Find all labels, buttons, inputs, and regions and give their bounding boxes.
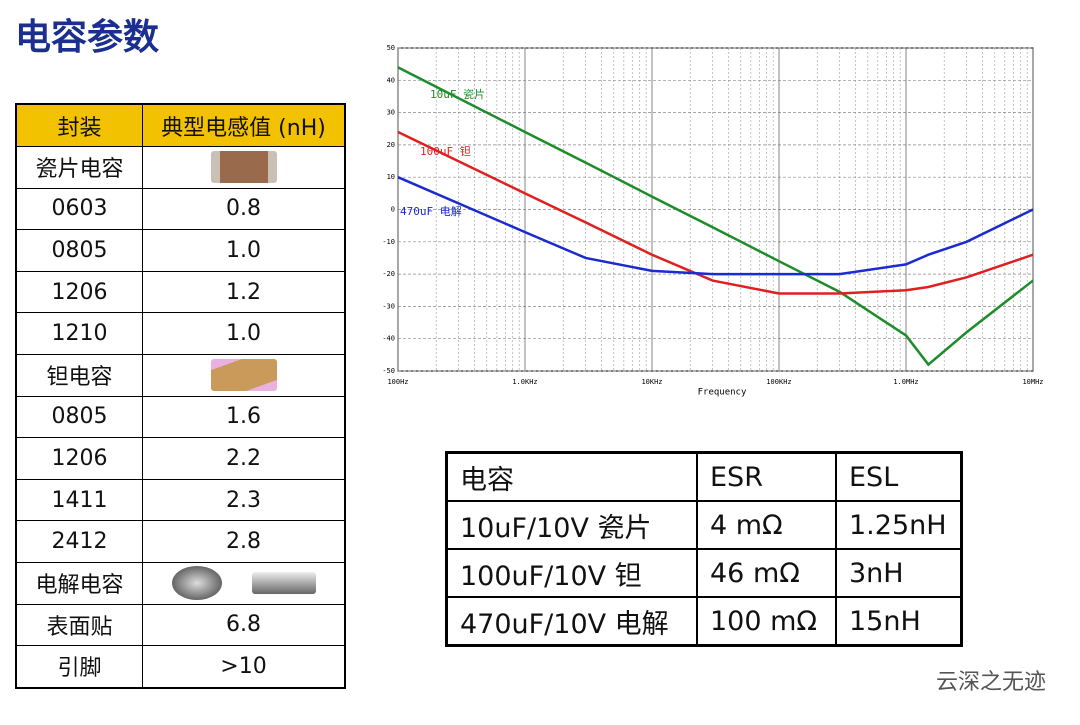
y-tick-label: -30: [382, 302, 395, 310]
cell: 2.2: [142, 437, 346, 480]
image-cell: [142, 353, 346, 397]
x-tick-label: 10KHz: [641, 378, 662, 386]
cell: 10uF/10V 瓷片: [445, 500, 698, 550]
cell: 2412: [15, 520, 143, 563]
cell: 470uF/10V 电解: [445, 596, 698, 647]
y-tick-label: -50: [382, 367, 395, 375]
cell: 1206: [15, 437, 143, 480]
cell: 46 mΩ: [696, 548, 837, 598]
image-cell: [142, 561, 346, 605]
x-tick-label: 1.0KHz: [512, 378, 537, 386]
x-tick-label: 10MHz: [1022, 378, 1043, 386]
cell: 引脚: [15, 645, 143, 689]
cell: 1.25nH: [835, 500, 963, 550]
electrolytic-image: [251, 572, 316, 595]
electrolytic-image: [171, 566, 222, 601]
header-cell: 电容: [445, 451, 698, 502]
cell: 表面贴: [15, 603, 143, 647]
group-cell: 电解电容: [15, 561, 143, 605]
header-cell: 封装: [15, 103, 143, 147]
package-table: 封装 典型电感值 (nH) 瓷片电容 0603 0.8 0805 1.0 1206 1.…: [15, 103, 346, 689]
cell: 0603: [15, 187, 143, 231]
x-tick-label: 100KHz: [766, 378, 791, 386]
y-tick-label: 20: [387, 141, 395, 149]
title: 电容参数: [15, 17, 160, 58]
series-label: 10uF 瓷片: [430, 87, 485, 101]
cell: 1411: [15, 478, 143, 522]
cell: 100uF/10V 钽: [445, 548, 698, 598]
esr-table: 电容 ESR ESL 10uF/10V 瓷片 4 mΩ 1.25nH 100uF/10V…: [445, 451, 963, 647]
group-cell: 钽电容: [15, 353, 143, 397]
series-line: [397, 66, 1034, 367]
cell: 1206: [15, 270, 143, 314]
header-cell: ESL: [835, 451, 963, 502]
series-label: 470uF 电解: [400, 204, 462, 218]
group-cell: 瓷片电容: [15, 146, 143, 189]
cell: 3nH: [835, 548, 963, 598]
watermark: 云深之无迹: [935, 670, 1046, 695]
cell: >10: [142, 645, 346, 689]
header-cell: ESR: [696, 451, 837, 502]
cell: 100 mΩ: [696, 596, 837, 647]
y-tick-label: 0: [391, 206, 395, 214]
series-line: [397, 176, 1034, 276]
y-tick-label: 40: [387, 76, 395, 84]
tantalum-image: [210, 359, 277, 392]
cell: 1.2: [142, 270, 346, 314]
cell: 2.8: [142, 520, 346, 563]
y-tick-label: 30: [387, 109, 395, 117]
y-tick-label: -20: [382, 270, 395, 278]
cell: 2.3: [142, 478, 346, 522]
x-tick-label: 1.0MHz: [893, 378, 918, 386]
image-cell: [142, 146, 346, 189]
header-cell: 典型电感值 (nH): [142, 103, 346, 147]
cell: 4 mΩ: [696, 500, 837, 550]
y-tick-label: -40: [382, 335, 395, 343]
series-line: [397, 130, 1034, 295]
cell: 0805: [15, 229, 143, 272]
x-axis-label: Frequency: [698, 388, 747, 398]
series-label: 100uF 钽: [420, 145, 471, 158]
y-tick-label: 10: [387, 173, 395, 181]
cell: 0805: [15, 395, 143, 439]
cell: 6.8: [142, 603, 346, 647]
x-tick-label: 100Hz: [387, 378, 408, 386]
cell: 15nH: [835, 596, 963, 647]
y-tick-label: -10: [382, 238, 395, 246]
cell: 1.0: [142, 229, 346, 272]
ceramic-image: [210, 151, 277, 184]
y-tick-label: 50: [387, 44, 395, 52]
